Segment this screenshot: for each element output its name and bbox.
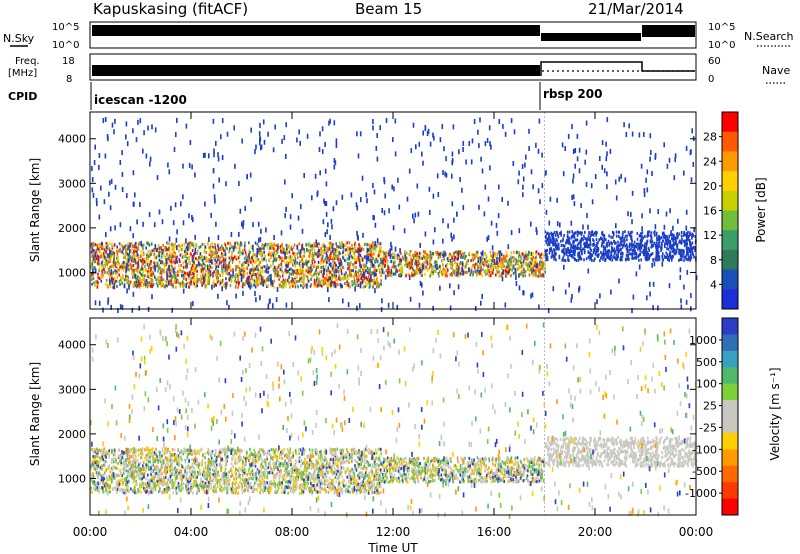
date-label: 21/Mar/2014 xyxy=(588,0,684,18)
velocity-colorbar-swatch xyxy=(722,432,738,450)
power-colorbar-swatch xyxy=(722,131,738,152)
velocity-colorbar-swatch xyxy=(722,400,738,417)
velocity-colorbar-label: Velocity [m s⁻¹] xyxy=(768,367,782,460)
velocity-colorbar-swatch xyxy=(722,482,738,500)
nave-tick-bottom: 0 xyxy=(708,74,714,85)
power-colorbar-swatch xyxy=(722,171,738,192)
freq-panel: Freq. [MHz] 18 8 60 0 Nave xyxy=(8,53,790,85)
velocity-ytick-label: 3000 xyxy=(58,383,86,396)
x-tick-label: 20:00 xyxy=(578,525,613,539)
power-colorbar-swatch xyxy=(722,289,738,310)
velocity-colorbar-tick: 1000 xyxy=(689,334,717,347)
power-colorbar: 28 24 20 16 12 8 4 xyxy=(703,111,739,310)
velocity-colorbar-swatch xyxy=(722,367,738,385)
velocity-data-layer xyxy=(90,318,698,520)
velocity-colorbar-swatch xyxy=(722,334,738,352)
x-tick-label: 12:00 xyxy=(376,525,411,539)
power-panel: 4000 3000 2000 1000 Slant Range [km] 28 24 20… xyxy=(28,111,768,314)
nsky-tick-bottom: 10^0 xyxy=(52,40,79,51)
velocity-colorbar-tick: 500 xyxy=(696,356,717,369)
power-data-layer xyxy=(90,112,698,314)
velocity-colorbar-swatch xyxy=(722,318,738,335)
velocity-ytick-label: 4000 xyxy=(58,339,86,352)
power-colorbar-swatch xyxy=(722,249,738,271)
power-colorbar-swatch xyxy=(722,151,738,172)
power-colorbar-label: Power [dB] xyxy=(754,177,768,242)
velocity-ylabel: Slant Range [km] xyxy=(28,362,42,466)
freq-tick-bottom: 8 xyxy=(66,74,72,85)
power-colorbar-swatch xyxy=(722,190,738,211)
station-title: Kapuskasing (fitACF) xyxy=(93,0,248,18)
velocity-colorbar-tick: 100 xyxy=(696,378,717,391)
power-colorbar-tick: 12 xyxy=(703,229,717,242)
velocity-ytick-label: 2000 xyxy=(58,428,86,441)
power-colorbar-tick: 28 xyxy=(703,131,717,144)
nsky-label: N.Sky xyxy=(3,32,35,45)
velocity-panel: 4000 3000 2000 1000 Slant Range [km] 1000 50… xyxy=(28,317,782,520)
velocity-colorbar-swatch xyxy=(722,449,738,467)
velocity-colorbar-tick: 25 xyxy=(703,400,717,413)
cpid-label: CPID xyxy=(8,90,37,103)
x-tick-label: 16:00 xyxy=(477,525,512,539)
power-colorbar-tick: 8 xyxy=(710,254,717,267)
velocity-colorbar-tick: -1000 xyxy=(685,487,717,500)
velocity-colorbar-swatch xyxy=(722,416,738,434)
nsearch-label: N.Search xyxy=(744,30,794,43)
nsky-panel: N.Sky 10^5 10^0 10^5 10^0 N.Search xyxy=(3,21,794,51)
nsky-data-block-2 xyxy=(541,33,641,41)
nsearch-tick-bottom: 10^0 xyxy=(708,40,735,51)
velocity-colorbar-tick: -500 xyxy=(692,465,717,478)
nsearch-tick-top: 10^5 xyxy=(708,22,735,33)
x-tick-label: 08:00 xyxy=(275,525,310,539)
velocity-ytick-label: 1000 xyxy=(58,472,86,485)
cpid-mode-1: icescan -1200 xyxy=(94,93,187,107)
power-colorbar-tick: 24 xyxy=(703,155,717,168)
x-axis: 00:00 04:00 08:00 12:00 16:00 20:00 00:00 xyxy=(73,112,714,539)
velocity-colorbar-swatch xyxy=(722,383,738,401)
beam-label: Beam 15 xyxy=(355,0,422,18)
nave-tick-top: 60 xyxy=(708,56,721,67)
velocity-colorbar-tick: -100 xyxy=(692,443,717,456)
power-colorbar-tick: 16 xyxy=(703,205,717,218)
x-tick-label: 00:00 xyxy=(679,525,714,539)
power-colorbar-swatch xyxy=(722,210,738,231)
power-ytick-label: 4000 xyxy=(58,133,86,146)
power-colorbar-swatch xyxy=(722,269,738,290)
x-tick-label: 00:00 xyxy=(73,525,108,539)
velocity-colorbar-swatch xyxy=(722,350,738,368)
power-ytick-label: 1000 xyxy=(58,266,86,279)
cpid-mode-2: rbsp 200 xyxy=(543,87,602,101)
nsky-data-block-3 xyxy=(642,25,695,37)
velocity-yticks: 4000 3000 2000 1000 xyxy=(58,339,696,485)
nsky-tick-top: 10^5 xyxy=(52,22,79,33)
x-axis-title: Time UT xyxy=(367,541,418,554)
freq-line xyxy=(540,61,695,76)
velocity-colorbar-swatch xyxy=(722,465,738,483)
freq-tick-top: 18 xyxy=(62,56,75,67)
nsky-data-block-1 xyxy=(92,25,540,36)
velocity-colorbar: 1000 500 100 25 -25 -100 -500 -1000 xyxy=(685,317,739,516)
power-colorbar-swatch xyxy=(722,112,738,133)
velocity-colorbar-swatch xyxy=(722,498,738,516)
power-ylabel: Slant Range [km] xyxy=(28,158,42,262)
freq-unit: [MHz] xyxy=(8,68,37,79)
freq-data-block xyxy=(92,65,540,76)
power-colorbar-swatch xyxy=(722,230,738,251)
freq-label: Freq. xyxy=(15,56,40,67)
power-ytick-label: 3000 xyxy=(58,177,86,190)
x-tick-label: 04:00 xyxy=(174,525,209,539)
power-colorbar-tick: 4 xyxy=(710,278,717,291)
nave-label: Nave xyxy=(762,64,790,77)
velocity-colorbar-tick: -25 xyxy=(699,421,717,434)
cpid-panel: CPID icescan -1200 rbsp 200 xyxy=(8,82,602,110)
power-yticks: 4000 3000 2000 1000 xyxy=(58,133,696,279)
power-ytick-label: 2000 xyxy=(58,222,86,235)
power-colorbar-tick: 20 xyxy=(703,180,717,193)
